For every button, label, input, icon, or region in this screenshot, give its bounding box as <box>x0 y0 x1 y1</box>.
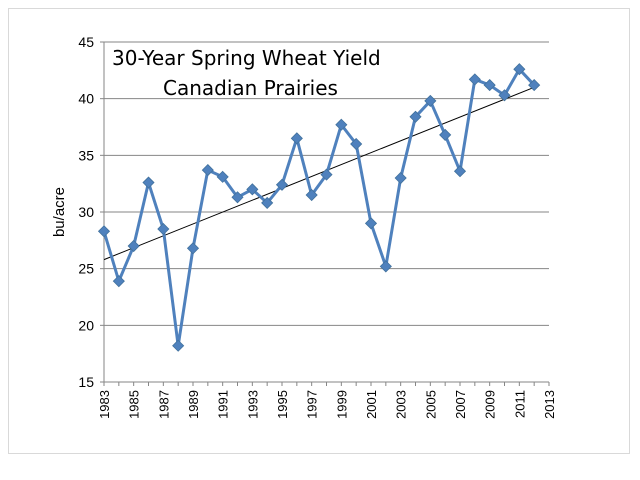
data-point-2007 <box>453 165 467 178</box>
x-tick-label: 1983 <box>97 390 112 419</box>
x-tick-label: 2003 <box>394 390 409 419</box>
data-point-1999 <box>335 118 348 131</box>
data-point-1997 <box>305 188 318 202</box>
y-tick-label: 15 <box>78 374 94 390</box>
linear-trendline <box>103 86 535 261</box>
x-tick-label: 1999 <box>334 390 349 419</box>
data-point-2001 <box>364 217 378 230</box>
data-point-1993 <box>246 183 259 196</box>
data-point-1990 <box>201 164 214 177</box>
series-yield <box>97 63 541 352</box>
data-point-1987 <box>157 222 170 236</box>
x-tick-label: 2001 <box>364 390 379 419</box>
tick-labels: 15 20 25 30 35 40 45 1983 1985 1987 1989 1991 1993 19… <box>78 34 557 419</box>
data-point-2000 <box>350 137 363 151</box>
trendline <box>103 86 535 261</box>
series-line <box>102 67 536 348</box>
x-tick-label: 1993 <box>245 390 260 419</box>
data-point-2009 <box>483 79 496 92</box>
chart-title-line-1: 30-Year Spring Wheat Yield <box>112 46 381 70</box>
data-point-2003 <box>394 171 407 185</box>
y-tick-label: 40 <box>78 91 94 107</box>
data-point-1995 <box>275 178 289 191</box>
data-point-2006 <box>439 128 452 141</box>
x-tick-label: 2005 <box>423 390 438 419</box>
x-tick-label: 2009 <box>483 390 498 419</box>
data-point-2008 <box>468 73 481 86</box>
data-point-2012 <box>528 79 541 92</box>
y-tick-label: 25 <box>78 261 94 277</box>
data-point-1989 <box>186 242 200 255</box>
chart-frame <box>8 8 630 454</box>
x-tick-label: 1995 <box>275 390 290 419</box>
data-point-2002 <box>379 260 392 273</box>
y-tick-label: 35 <box>78 147 94 163</box>
x-tick-label: 1991 <box>216 390 231 419</box>
x-tick-label: 2011 <box>512 390 527 418</box>
data-point-1984 <box>112 275 125 288</box>
data-point-1985 <box>127 239 140 253</box>
data-point-2004 <box>409 110 422 123</box>
data-point-1988 <box>172 339 185 352</box>
data-point-2010 <box>498 89 511 102</box>
data-point-1992 <box>231 191 244 204</box>
data-point-1996 <box>290 132 303 145</box>
data-point-1991 <box>216 170 229 183</box>
x-tick-label: 1989 <box>186 390 201 419</box>
data-point-1998 <box>320 168 333 181</box>
x-tick-label: 2013 <box>542 390 557 419</box>
x-tick-label: 1987 <box>156 390 171 419</box>
x-tick-label: 1997 <box>305 390 320 419</box>
x-tick-label: 1985 <box>127 390 142 419</box>
data-point-2005 <box>424 94 437 107</box>
y-tick-label: 20 <box>78 317 94 333</box>
axes <box>100 41 550 386</box>
data-point-2011 <box>513 63 526 76</box>
x-tick-label: 2007 <box>453 390 468 419</box>
data-point-1994 <box>261 196 274 209</box>
y-tick-label: 45 <box>78 34 94 50</box>
data-point-1986 <box>142 176 155 189</box>
data-point-1983 <box>97 225 111 238</box>
y-tick-label: 30 <box>78 204 94 220</box>
y-axis-label: bu/acre <box>51 187 68 237</box>
chart-title-line-2: Canadian Prairies <box>163 76 338 100</box>
